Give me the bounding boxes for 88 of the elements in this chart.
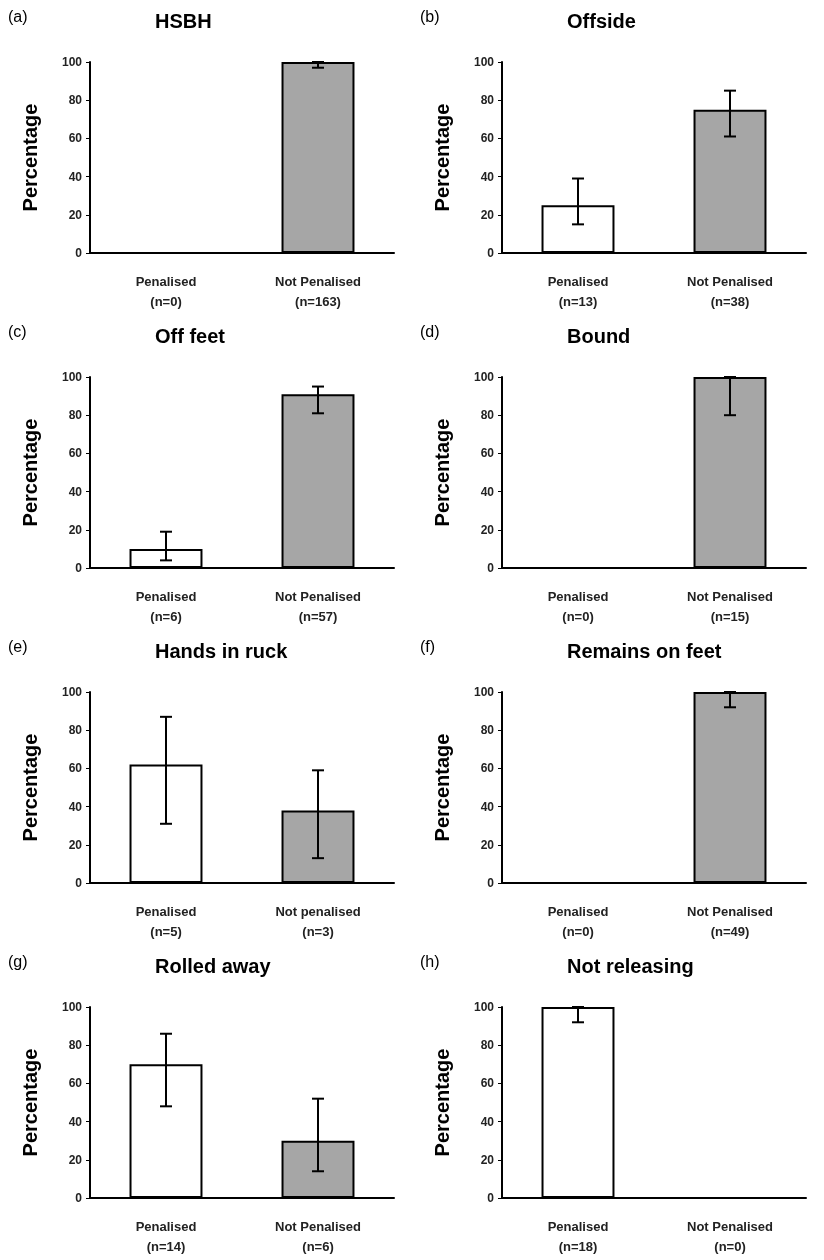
y-tick-label: 20 <box>480 207 495 222</box>
y-tick-label: 60 <box>480 446 495 461</box>
y-tick-label: 60 <box>68 131 83 146</box>
x-tick-label: Not Penalised (n=57) <box>275 588 362 624</box>
x-tick-label: Not Penalised (n=38) <box>687 273 774 309</box>
chart-title: Hands in ruck <box>155 640 289 662</box>
y-tick-label: 80 <box>480 93 495 108</box>
y-tick-label: 100 <box>61 370 83 384</box>
y-tick-label: 60 <box>68 1076 83 1091</box>
y-tick-label: 100 <box>61 55 83 69</box>
y-tick-label: 60 <box>480 1076 495 1091</box>
y-tick-label: 20 <box>68 207 83 222</box>
y-tick-label: 100 <box>473 55 495 69</box>
y-tick-label: 40 <box>480 169 495 184</box>
y-tick-label: 40 <box>68 484 83 499</box>
y-axis-title: Percentage <box>19 733 41 842</box>
y-axis-title: Percentage <box>19 418 41 527</box>
y-tick-label: 40 <box>68 799 83 814</box>
y-tick-label: 0 <box>75 1191 83 1205</box>
y-axis-title: Percentage <box>431 103 453 212</box>
chart-title: HSBH <box>155 10 212 32</box>
x-tick-label: Penalised (n=0) <box>547 588 609 624</box>
x-tick-label: Penalised (n=13) <box>547 273 609 309</box>
text: (e) <box>8 637 28 655</box>
y-tick-label: 0 <box>487 246 495 260</box>
y-axis-title: Percentage <box>431 418 453 527</box>
text: (b) <box>420 7 440 25</box>
y-axis-title: Percentage <box>431 1048 453 1157</box>
y-tick-label: 0 <box>487 876 495 890</box>
y-tick-label: 40 <box>480 484 495 499</box>
y-tick-label: 100 <box>61 1000 83 1014</box>
y-tick-label: 80 <box>68 93 83 108</box>
y-tick-label: 0 <box>487 561 495 575</box>
y-axis-title: Percentage <box>19 103 41 212</box>
y-tick-label: 40 <box>480 1114 495 1129</box>
x-tick-label: Penalised (n=0) <box>547 903 609 939</box>
x-tick-label: Not penalised (n=3) <box>275 903 361 939</box>
y-tick-label: 20 <box>480 1152 495 1167</box>
text: (g) <box>8 952 28 970</box>
y-tick-label: 80 <box>68 408 83 423</box>
chart-title: Bound <box>567 325 631 347</box>
y-tick-label: 60 <box>68 761 83 776</box>
x-tick-label: Not Penalised (n=0) <box>687 1218 774 1254</box>
chart-title: Offside <box>567 10 636 32</box>
x-tick-label: Penalised (n=6) <box>135 588 197 624</box>
x-tick-label: Not Penalised (n=15) <box>687 588 774 624</box>
x-tick-label: Penalised (n=14) <box>135 1218 197 1254</box>
y-tick-label: 100 <box>473 1000 495 1014</box>
y-axis-title: Percentage <box>19 1048 41 1157</box>
y-tick-label: 100 <box>473 685 495 699</box>
chart-title: Not releasing <box>567 955 694 977</box>
y-tick-label: 80 <box>480 723 495 738</box>
y-tick-label: 80 <box>480 408 495 423</box>
y-tick-label: 20 <box>68 1152 83 1167</box>
text: (h) <box>420 952 440 970</box>
x-tick-label: Not Penalised (n=49) <box>687 903 774 939</box>
y-tick-label: 20 <box>480 837 495 852</box>
x-tick-label: Penalised (n=18) <box>547 1218 609 1254</box>
y-tick-label: 40 <box>480 799 495 814</box>
y-tick-label: 100 <box>473 370 495 384</box>
y-tick-label: 0 <box>75 561 83 575</box>
y-tick-label: 60 <box>68 446 83 461</box>
x-tick-label: Penalised (n=0) <box>135 273 197 309</box>
chart-title: Off feet <box>155 325 226 347</box>
y-tick-label: 0 <box>75 876 83 890</box>
y-tick-label: 0 <box>487 1191 495 1205</box>
y-tick-label: 20 <box>480 522 495 537</box>
chart-title: Remains on feet <box>567 640 722 662</box>
chart-title: Rolled away <box>155 955 272 977</box>
text: (c) <box>8 322 27 340</box>
y-tick-label: 20 <box>68 837 83 852</box>
text: (f) <box>420 637 436 655</box>
y-tick-label: 40 <box>68 169 83 184</box>
y-tick-label: 80 <box>68 723 83 738</box>
y-tick-label: 20 <box>68 522 83 537</box>
x-tick-label: Not Penalised (n=163) <box>275 273 362 309</box>
y-tick-label: 60 <box>480 131 495 146</box>
x-tick-label: Not Penalised (n=6) <box>275 1218 362 1254</box>
y-tick-label: 0 <box>75 246 83 260</box>
x-tick-label: Penalised (n=5) <box>135 903 197 939</box>
y-tick-label: 80 <box>68 1038 83 1053</box>
y-axis-title: Percentage <box>431 733 453 842</box>
text: (a) <box>8 7 28 25</box>
text: (d) <box>420 322 440 340</box>
y-tick-label: 60 <box>480 761 495 776</box>
y-tick-label: 100 <box>61 685 83 699</box>
y-tick-label: 40 <box>68 1114 83 1129</box>
y-tick-label: 80 <box>480 1038 495 1053</box>
